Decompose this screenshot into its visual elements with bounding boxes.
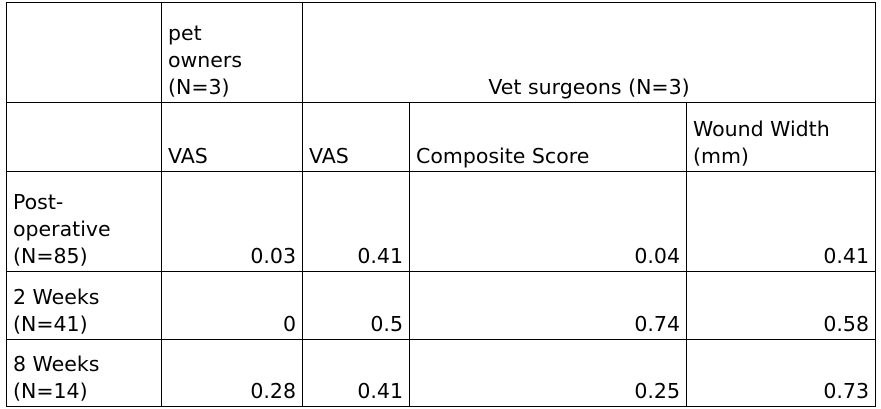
vet-vas-cell: 0.41 <box>302 171 410 272</box>
subheader-row: VAS VAS Composite Score Wound Width (mm) <box>6 102 876 172</box>
empty-label-cell <box>6 102 162 172</box>
table-row: 8 Weeks (N=14) 0.28 0.41 0.25 0.73 <box>6 339 876 407</box>
vet-vas-cell: 0.41 <box>302 339 410 407</box>
wound-width-cell: 0.41 <box>686 171 876 272</box>
composite-score-cell: 0.74 <box>409 271 687 340</box>
row-label: 8 Weeks (N=14) <box>6 339 162 407</box>
owner-vas-header: VAS <box>161 102 303 172</box>
table-row: Post- operative (N=85) 0.03 0.41 0.04 0.… <box>6 171 876 272</box>
empty-corner-cell <box>6 2 162 103</box>
results-table: pet owners (N=3) Vet surgeons (N=3) VAS … <box>6 2 876 407</box>
vet-surgeons-header: Vet surgeons (N=3) <box>302 2 876 103</box>
vet-vas-cell: 0.5 <box>302 271 410 340</box>
pet-owners-header: pet owners (N=3) <box>161 2 303 103</box>
composite-score-header: Composite Score <box>409 102 687 172</box>
owner-vas-cell: 0.03 <box>161 171 303 272</box>
row-label: Post- operative (N=85) <box>6 171 162 272</box>
row-label: 2 Weeks (N=41) <box>6 271 162 340</box>
composite-score-cell: 0.04 <box>409 171 687 272</box>
owner-vas-cell: 0 <box>161 271 303 340</box>
composite-score-cell: 0.25 <box>409 339 687 407</box>
wound-width-header: Wound Width (mm) <box>686 102 876 172</box>
wound-width-cell: 0.58 <box>686 271 876 340</box>
table-row: 2 Weeks (N=41) 0 0.5 0.74 0.58 <box>6 271 876 340</box>
header-row: pet owners (N=3) Vet surgeons (N=3) <box>6 2 876 103</box>
owner-vas-cell: 0.28 <box>161 339 303 407</box>
wound-width-cell: 0.73 <box>686 339 876 407</box>
vet-vas-header: VAS <box>302 102 410 172</box>
